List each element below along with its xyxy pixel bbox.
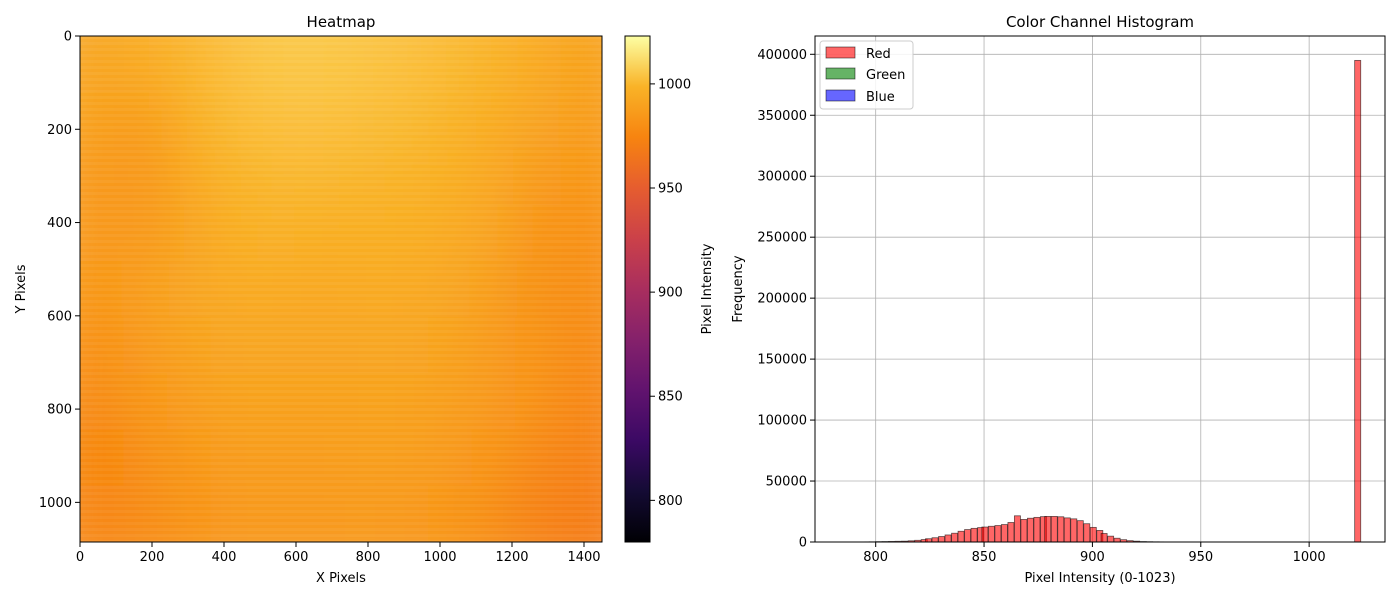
x-tick-label: 1000 (423, 550, 456, 565)
histogram-bar (981, 526, 989, 542)
y-tick-label: 800 (47, 403, 72, 418)
histogram-bar (925, 538, 933, 542)
histogram-bar (1100, 533, 1108, 542)
x-tick-label: 800 (863, 550, 888, 565)
y-tick-label: 350000 (757, 109, 807, 124)
histogram-bar (970, 527, 978, 542)
x-tick-label: 200 (140, 550, 165, 565)
histogram-bar (1000, 524, 1008, 542)
colorbar-tick-label: 850 (658, 390, 683, 405)
histogram-bar (1007, 522, 1015, 542)
histogram-bar (957, 530, 965, 542)
x-tick-label: 600 (284, 550, 309, 565)
histogram-frame (814, 35, 1386, 543)
histogram-bar (964, 529, 972, 542)
histogram-bar (1083, 523, 1091, 542)
heatmap-x-label: X Pixels (316, 571, 366, 586)
y-tick-label: 400 (47, 216, 72, 231)
heatmap-x-ticks: 0 200 400 600 800 1000 1200 1400 (76, 542, 601, 565)
colorbar-ticks: 800 850 900 950 1000 (650, 77, 691, 509)
histogram-bar (1050, 516, 1058, 542)
x-tick-label: 1000 (1293, 550, 1326, 565)
y-tick-label: 0 (64, 30, 72, 45)
histogram-bar (987, 525, 995, 542)
y-tick-label: 0 (799, 536, 807, 551)
y-tick-label: 300000 (757, 170, 807, 185)
y-tick-label: 1000 (39, 496, 72, 511)
x-tick-label: 1400 (567, 550, 600, 565)
colorbar-tick-label: 900 (658, 286, 683, 301)
histogram-legend: Red Green Blue (819, 40, 914, 110)
histogram-bar (1057, 516, 1065, 542)
heatmap-title: Heatmap (307, 13, 376, 31)
colorbar-label: Pixel Intensity (700, 243, 715, 334)
histogram-bar (1033, 516, 1041, 542)
heatmap-panel: Heatmap 0 200 400 600 800 1000 1200 1400 0 200 40… (14, 13, 603, 586)
histogram-x-label: Pixel Intensity (0-1023) (1024, 571, 1175, 586)
y-tick-label: 400000 (757, 48, 807, 63)
x-tick-label: 800 (356, 550, 381, 565)
histogram-bar (1063, 517, 1071, 542)
y-tick-label: 200 (47, 123, 72, 138)
histogram-bar (1013, 515, 1021, 542)
histogram-y-ticks: 0 50000 100000 150000 200000 250000 300000 3500… (757, 48, 815, 551)
y-tick-label: 150000 (757, 353, 807, 368)
x-tick-label: 850 (972, 550, 997, 565)
histogram-bar (1113, 537, 1121, 542)
y-tick-label: 600 (47, 309, 72, 324)
colorbar-tick-label: 1000 (658, 77, 691, 92)
histogram-bar (1020, 519, 1028, 542)
histogram-bar (944, 534, 952, 542)
histogram-x-ticks: 800 850 900 950 1000 (863, 542, 1326, 565)
histogram-bar (1044, 516, 1052, 542)
y-tick-label: 100000 (757, 414, 807, 429)
histogram-bar (1070, 518, 1078, 542)
colorbar: 800 850 900 950 1000 Pixel Intensity (624, 35, 715, 543)
histogram-bars (831, 59, 1362, 542)
heatmap-scanlines (80, 36, 602, 542)
histogram-bar (1107, 535, 1115, 542)
histogram-panel: Color Channel Histogram 800 850 900 950 1000… (731, 13, 1386, 586)
histogram-title: Color Channel Histogram (1006, 13, 1194, 31)
heatmap-y-ticks: 0 200 400 600 800 1000 (39, 30, 80, 511)
x-tick-label: 950 (1188, 550, 1213, 565)
y-tick-label: 250000 (757, 231, 807, 246)
x-tick-label: 0 (76, 550, 84, 565)
heatmap-y-label: Y Pixels (14, 264, 29, 314)
legend-swatch-green (825, 67, 856, 80)
histogram-bar (938, 536, 946, 542)
histogram-bar (1354, 59, 1362, 542)
y-tick-label: 200000 (757, 292, 807, 307)
histogram-bar (994, 525, 1002, 542)
legend-label-red: Red (866, 47, 891, 62)
histogram-bar (907, 540, 915, 542)
histogram-grid (815, 36, 1385, 543)
legend-label-green: Green (866, 68, 905, 83)
heatmap-frame (79, 35, 603, 543)
histogram-bar (931, 537, 939, 542)
histogram-bar (1027, 517, 1034, 542)
colorbar-gradient (624, 35, 651, 543)
legend-label-blue: Blue (866, 90, 895, 105)
legend-swatch-blue (825, 89, 856, 102)
histogram-y-label: Frequency (731, 255, 746, 322)
colorbar-tick-label: 950 (658, 182, 683, 197)
histogram-bar (951, 532, 959, 542)
histogram-bar (1089, 526, 1097, 542)
histogram-bar (1076, 520, 1084, 542)
x-tick-label: 400 (212, 550, 237, 565)
colorbar-tick-label: 800 (658, 494, 683, 509)
x-tick-label: 1200 (495, 550, 528, 565)
x-tick-label: 900 (1080, 550, 1105, 565)
legend-swatch-red (825, 46, 856, 59)
y-tick-label: 50000 (766, 475, 807, 490)
